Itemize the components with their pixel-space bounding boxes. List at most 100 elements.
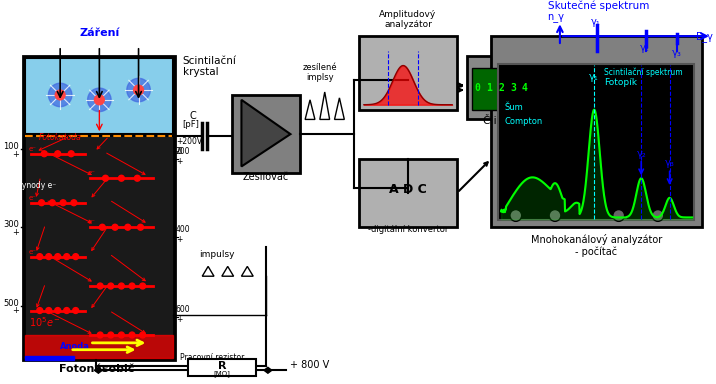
Circle shape <box>97 332 103 338</box>
Circle shape <box>49 200 55 206</box>
Text: Scintilační spektrum: Scintilační spektrum <box>604 68 682 77</box>
Circle shape <box>97 283 103 289</box>
Text: zesílené
implsy: zesílené implsy <box>303 63 337 82</box>
Text: γ₂: γ₂ <box>637 149 646 159</box>
Text: Amplitudový
analyzátor: Amplitudový analyzátor <box>379 10 437 29</box>
Text: Č i t a č: Č i t a č <box>483 116 523 126</box>
Text: 400: 400 <box>176 225 190 234</box>
Text: Šum: Šum <box>504 103 523 112</box>
Text: +: + <box>176 315 182 324</box>
Text: e⁻: e⁻ <box>29 249 37 255</box>
Text: +: + <box>176 235 182 244</box>
Circle shape <box>95 95 105 105</box>
Text: 600: 600 <box>176 305 190 314</box>
Text: e⁻: e⁻ <box>87 170 96 176</box>
Circle shape <box>652 210 664 221</box>
Circle shape <box>64 308 69 313</box>
Text: R: R <box>218 361 226 371</box>
Circle shape <box>39 200 44 206</box>
Circle shape <box>137 224 143 230</box>
Text: -digitální konvertor: -digitální konvertor <box>368 225 448 234</box>
Text: 2: 2 <box>498 83 504 93</box>
Text: 3: 3 <box>510 83 516 93</box>
Text: +: + <box>176 157 182 166</box>
Text: 0: 0 <box>475 83 480 93</box>
Text: e⁻: e⁻ <box>29 146 37 152</box>
Bar <box>25 136 173 358</box>
Circle shape <box>129 332 135 338</box>
Circle shape <box>135 175 140 181</box>
Circle shape <box>102 175 108 181</box>
Text: γ₂: γ₂ <box>640 43 650 53</box>
Circle shape <box>68 151 74 157</box>
Circle shape <box>127 78 150 102</box>
Circle shape <box>140 332 145 338</box>
Bar <box>498 64 694 220</box>
Text: -0: -0 <box>176 147 183 156</box>
Bar <box>467 56 541 119</box>
Text: A D C: A D C <box>389 184 427 197</box>
Text: +: + <box>12 228 19 237</box>
Text: Scintilační
krystal: Scintilační krystal <box>183 56 236 77</box>
Text: γ₁: γ₁ <box>591 17 601 27</box>
Text: 1: 1 <box>486 83 493 93</box>
Text: Fotonásobič: Fotonásobič <box>59 364 134 374</box>
Text: Anoda: Anoda <box>60 342 90 351</box>
Text: n_γ: n_γ <box>548 12 564 22</box>
Bar <box>359 159 457 227</box>
Text: [pF]: [pF] <box>182 120 199 129</box>
Circle shape <box>37 254 43 260</box>
Text: e⁻: e⁻ <box>87 219 96 225</box>
Text: Skutečné spektrum: Skutečné spektrum <box>548 0 650 11</box>
Text: +200V: +200V <box>176 137 202 146</box>
Circle shape <box>54 254 61 260</box>
Circle shape <box>73 254 79 260</box>
Bar <box>25 58 173 134</box>
Circle shape <box>125 224 131 230</box>
Bar <box>232 95 300 173</box>
Circle shape <box>118 175 125 181</box>
Circle shape <box>71 200 77 206</box>
Circle shape <box>87 88 111 112</box>
Polygon shape <box>264 367 272 373</box>
Circle shape <box>510 210 522 221</box>
Text: C: C <box>189 111 195 121</box>
Text: [MΩ]: [MΩ] <box>213 370 231 377</box>
Polygon shape <box>95 367 102 373</box>
Bar <box>25 356 74 361</box>
Circle shape <box>129 283 135 289</box>
Text: e⁻: e⁻ <box>29 195 37 201</box>
Circle shape <box>60 200 66 206</box>
Circle shape <box>46 308 52 313</box>
Circle shape <box>42 151 47 157</box>
Text: Fotopík: Fotopík <box>604 78 637 87</box>
Circle shape <box>118 283 125 289</box>
Text: +: + <box>12 150 19 159</box>
Text: impulsy: impulsy <box>199 250 235 258</box>
Text: Pracovní rezistor: Pracovní rezistor <box>180 353 244 361</box>
Text: 300: 300 <box>3 220 19 229</box>
Circle shape <box>54 151 61 157</box>
Text: Záření: Záření <box>79 28 120 38</box>
Circle shape <box>49 83 72 107</box>
Text: E_γ: E_γ <box>696 31 712 42</box>
Circle shape <box>549 210 561 221</box>
Text: 200: 200 <box>176 147 190 156</box>
Bar <box>491 36 702 227</box>
Bar <box>359 36 457 110</box>
Text: + 800 V: + 800 V <box>291 360 329 370</box>
Text: Zesilovač: Zesilovač <box>243 172 289 182</box>
Circle shape <box>37 308 43 313</box>
Circle shape <box>108 332 114 338</box>
Circle shape <box>54 308 61 313</box>
Circle shape <box>55 90 65 100</box>
Circle shape <box>112 224 118 230</box>
Circle shape <box>46 254 52 260</box>
Circle shape <box>140 283 145 289</box>
Polygon shape <box>241 100 291 167</box>
Text: Mnohokanálový analyzátor
- počítač: Mnohokanálový analyzátor - počítač <box>531 234 662 257</box>
Circle shape <box>108 283 114 289</box>
Polygon shape <box>25 335 173 358</box>
Bar <box>188 359 256 376</box>
Text: $10^5 e^-$: $10^5 e^-$ <box>29 315 61 329</box>
